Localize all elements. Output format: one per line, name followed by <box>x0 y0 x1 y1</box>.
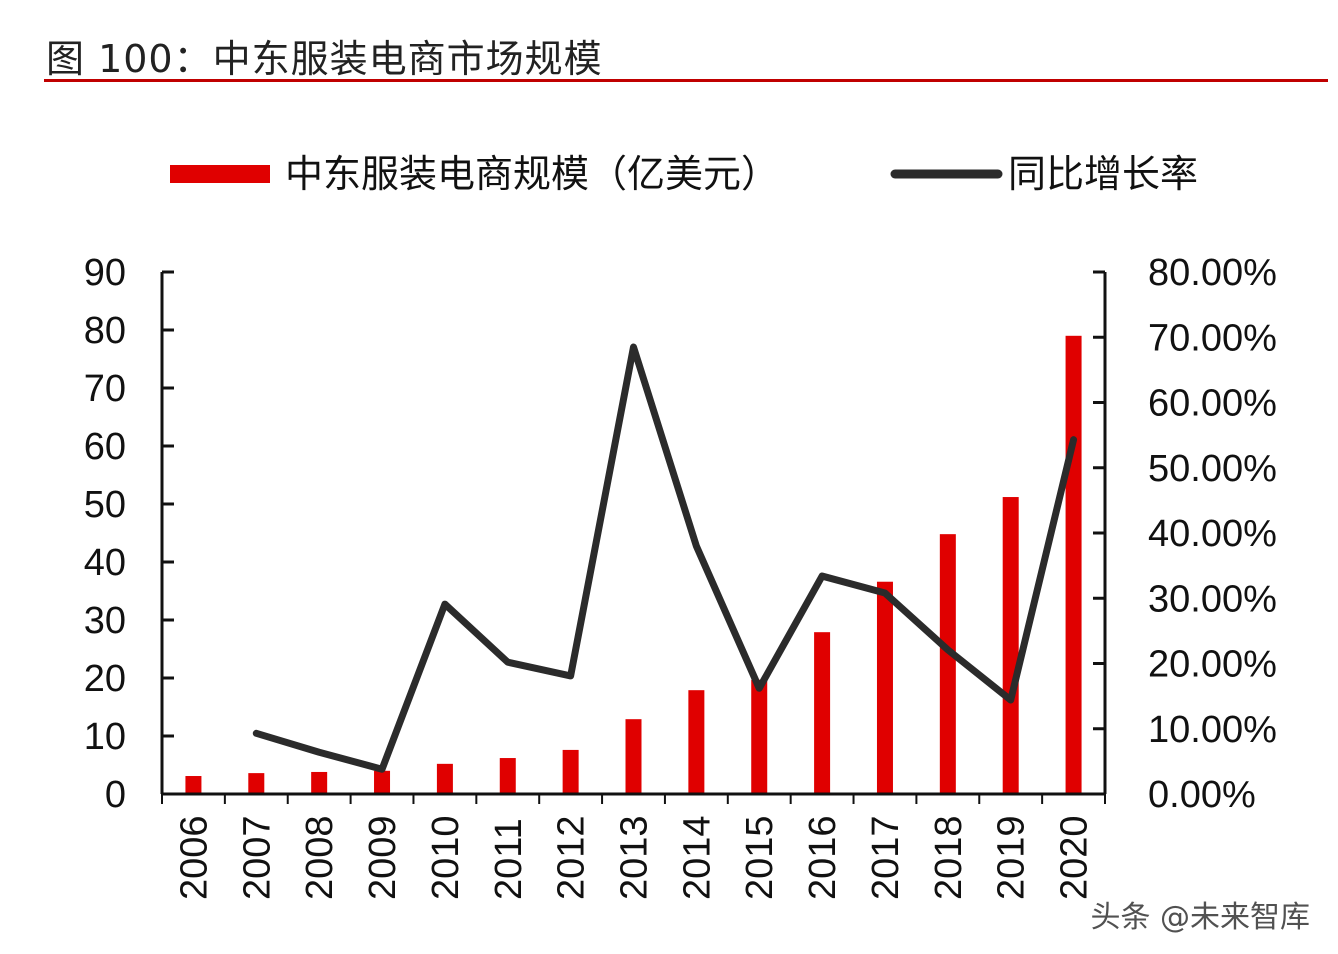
right-tick-label: 20.00% <box>1148 644 1277 686</box>
left-tick-label: 30 <box>84 600 126 642</box>
growth-point-2018 <box>946 648 949 651</box>
growth-point-2007 <box>255 732 258 735</box>
bar-2010 <box>436 763 453 794</box>
growth-point-2020 <box>1072 438 1075 441</box>
watermark: 头条 @未来智库 <box>1090 900 1310 935</box>
bar-2018 <box>939 534 956 794</box>
x-tick-label: 2006 <box>173 815 215 900</box>
left-tick-label: 40 <box>84 542 126 584</box>
bar-2014 <box>688 690 705 794</box>
x-tick-label: 2020 <box>1054 815 1096 900</box>
figure-title: 图 100：中东服装电商市场规模 <box>46 37 603 81</box>
growth-point-2014 <box>695 545 698 548</box>
growth-point-2017 <box>883 592 886 595</box>
x-tick-label: 2010 <box>425 815 467 900</box>
growth-point-2008 <box>318 751 321 754</box>
legend-label-line: 同比增长率 <box>1008 152 1198 196</box>
growth-rate-line <box>252 343 1078 773</box>
bar-2016 <box>814 632 831 794</box>
bar-2007 <box>248 773 265 794</box>
left-tick-label: 80 <box>84 310 126 352</box>
bar-2006 <box>185 776 202 794</box>
bar-2011 <box>499 758 516 794</box>
growth-point-2012 <box>569 674 572 677</box>
x-tick-label: 2012 <box>551 815 593 900</box>
left-tick-label: 90 <box>84 252 126 294</box>
right-tick-label: 30.00% <box>1148 578 1277 620</box>
right-tick-label: 0.00% <box>1148 774 1256 816</box>
legend-swatch-bar <box>170 165 270 183</box>
left-tick-label: 70 <box>84 368 126 410</box>
bar-2008 <box>311 771 328 794</box>
legend-label-bar: 中东服装电商规模（亿美元） <box>285 152 779 196</box>
legend: 中东服装电商规模（亿美元） 同比增长率 <box>170 152 1198 196</box>
bar-2019 <box>1002 497 1019 794</box>
bar-2015 <box>751 679 768 794</box>
growth-point-2010 <box>443 603 446 606</box>
bar-2012 <box>562 749 579 794</box>
growth-point-2011 <box>506 661 509 664</box>
left-tick-label: 0 <box>105 774 126 816</box>
x-tick-label: 2018 <box>928 815 970 900</box>
x-tick-label: 2007 <box>236 815 278 900</box>
growth-point-2016 <box>821 575 824 578</box>
right-tick-label: 40.00% <box>1148 513 1277 555</box>
growth-point-2019 <box>1009 699 1012 702</box>
x-tick-label: 2009 <box>362 815 404 900</box>
x-tick-label: 2008 <box>299 815 341 900</box>
growth-point-2015 <box>758 687 761 690</box>
title-divider <box>44 79 1328 82</box>
right-tick-label: 10.00% <box>1148 709 1277 751</box>
x-tick-label: 2014 <box>676 815 718 900</box>
bar-2009 <box>374 770 391 794</box>
x-tick-label: 2015 <box>739 815 781 900</box>
bar-2017 <box>876 581 893 794</box>
x-tick-label: 2013 <box>614 815 656 900</box>
bar-2020 <box>1065 335 1082 794</box>
right-tick-label: 60.00% <box>1148 383 1277 425</box>
left-tick-label: 60 <box>84 426 126 468</box>
growth-point-2009 <box>381 768 384 771</box>
growth-point-2013 <box>632 346 635 349</box>
right-tick-label: 50.00% <box>1148 448 1277 490</box>
left-tick-label: 20 <box>84 658 126 700</box>
right-tick-label: 70.00% <box>1148 317 1277 359</box>
left-tick-label: 50 <box>84 484 126 526</box>
x-tick-label: 2019 <box>991 815 1033 900</box>
x-tick-label: 2016 <box>802 815 844 900</box>
x-tick-label: 2011 <box>488 818 530 900</box>
bar-2013 <box>625 719 642 794</box>
x-tick-label: 2017 <box>865 815 907 900</box>
right-tick-label: 80.00% <box>1148 252 1277 294</box>
left-tick-label: 10 <box>84 716 126 758</box>
